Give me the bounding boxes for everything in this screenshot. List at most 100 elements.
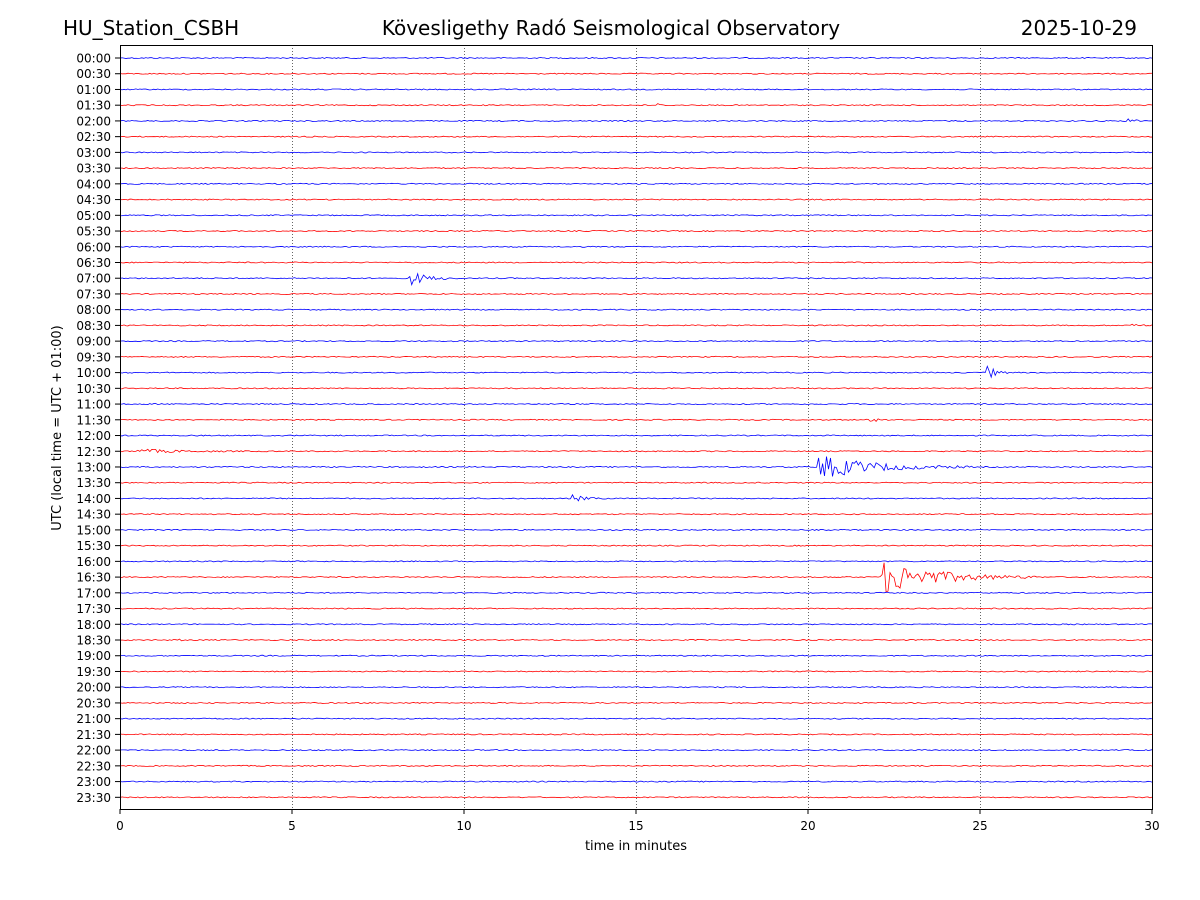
y-tick-label: 05:30: [76, 225, 111, 239]
record-date: 2025-10-29: [1020, 16, 1137, 40]
trace-1100: [119, 403, 1153, 406]
trace-1230: [119, 448, 1153, 454]
y-tick-label: 20:30: [76, 696, 111, 710]
trace-2130: [119, 733, 1153, 736]
y-tick-label: 09:30: [76, 350, 111, 364]
y-tick-label: 16:00: [76, 555, 111, 569]
trace-2330: [119, 796, 1153, 799]
trace-0030: [119, 72, 1153, 75]
trace-2300: [119, 780, 1153, 783]
x-tick-label: 25: [972, 819, 987, 833]
trace-1800: [119, 623, 1153, 626]
y-tick-label: 23:30: [76, 791, 111, 805]
y-tick-label: 18:30: [76, 634, 111, 648]
y-tick-label: 08:30: [76, 319, 111, 333]
trace-0330: [119, 167, 1153, 170]
x-axis-label: time in minutes: [585, 839, 687, 854]
trace-0530: [119, 230, 1153, 233]
trace-2200: [119, 749, 1153, 752]
trace-0300: [119, 151, 1153, 154]
y-tick-label: 05:00: [76, 209, 111, 223]
trace-1630: [119, 562, 1153, 593]
trace-0100: [119, 88, 1153, 91]
trace-1200: [119, 434, 1153, 437]
trace-1530: [119, 544, 1153, 547]
y-tick-label: 04:00: [76, 177, 111, 191]
trace-1930: [119, 670, 1153, 673]
y-tick-label: 15:00: [76, 523, 111, 537]
y-tick-label: 07:30: [76, 287, 111, 301]
trace-0730: [119, 292, 1153, 295]
trace-1700: [119, 591, 1153, 594]
y-tick-label: 11:30: [76, 413, 111, 427]
y-tick-label: 17:30: [76, 602, 111, 616]
trace-1300: [119, 456, 1153, 477]
y-tick-label: 11:00: [76, 398, 111, 412]
y-tick-label: 07:00: [76, 272, 111, 286]
y-tick-label: 14:30: [76, 508, 111, 522]
y-tick-label: 18:00: [76, 618, 111, 632]
y-tick-label: 21:00: [76, 712, 111, 726]
trace-0000: [119, 57, 1153, 59]
trace-1030: [119, 387, 1153, 390]
trace-1130: [119, 418, 1153, 422]
y-tick-label: 08:00: [76, 303, 111, 317]
trace-0130: [119, 103, 1153, 107]
y-tick-label: 19:00: [76, 649, 111, 663]
y-tick-label: 04:30: [76, 193, 111, 207]
x-axis: 0 5 10 15 20 25 30: [116, 809, 1160, 833]
trace-0630: [119, 261, 1153, 264]
y-tick-label: 23:00: [76, 775, 111, 789]
y-tick-label: 10:00: [76, 366, 111, 380]
y-tick-label: 00:00: [76, 52, 111, 66]
y-tick-label: 12:00: [76, 429, 111, 443]
y-tick-label: 00:30: [76, 67, 111, 81]
trace-2100: [119, 717, 1153, 720]
y-tick-label: 06:30: [76, 256, 111, 270]
trace-0930: [119, 355, 1153, 358]
trace-0200: [119, 118, 1153, 123]
trace-1730: [119, 607, 1153, 610]
y-tick-label: 01:00: [76, 83, 111, 97]
y-tick-label: 13:00: [76, 460, 111, 474]
y-tick-label: 03:00: [76, 146, 111, 160]
y-tick-label: 06:00: [76, 240, 111, 254]
x-tick-label: 30: [1144, 819, 1159, 833]
trace-0900: [119, 340, 1153, 343]
trace-2030: [119, 701, 1153, 704]
y-tick-label: 21:30: [76, 728, 111, 742]
trace-1430: [119, 513, 1153, 516]
y-tick-label: 09:00: [76, 335, 111, 349]
x-tick-label: 10: [456, 819, 471, 833]
y-tick-label: 16:30: [76, 571, 111, 585]
trace-2000: [119, 686, 1153, 689]
y-tick-label: 17:00: [76, 586, 111, 600]
y-tick-label: 12:30: [76, 445, 111, 459]
observatory-title: Kövesligethy Radó Seismological Observat…: [381, 16, 841, 40]
trace-0600: [119, 245, 1153, 248]
y-tick-label: 22:00: [76, 744, 111, 758]
y-tick-label: 02:00: [76, 114, 111, 128]
y-tick-label: 19:30: [76, 665, 111, 679]
y-tick-label: 01:30: [76, 99, 111, 113]
trace-1500: [119, 528, 1153, 531]
trace-1000: [119, 365, 1153, 379]
trace-1830: [119, 638, 1153, 642]
x-tick-label: 0: [116, 819, 124, 833]
trace-1330: [119, 481, 1153, 484]
y-tick-label: 02:30: [76, 130, 111, 144]
trace-1600: [119, 560, 1153, 563]
trace-0800: [119, 308, 1153, 311]
y-tick-label: 13:30: [76, 476, 111, 490]
plot-frame: [120, 45, 1153, 810]
trace-2230: [119, 764, 1153, 767]
y-tick-label: 14:00: [76, 492, 111, 506]
trace-0700: [119, 272, 1153, 286]
y-tick-label: 15:30: [76, 539, 111, 553]
station-name: HU_Station_CSBH: [63, 16, 240, 40]
seismic-traces: [119, 57, 1153, 799]
y-tick-label: 20:00: [76, 681, 111, 695]
trace-0830: [119, 323, 1153, 327]
y-axis-label: UTC (local time = UTC + 01:00): [50, 325, 65, 530]
